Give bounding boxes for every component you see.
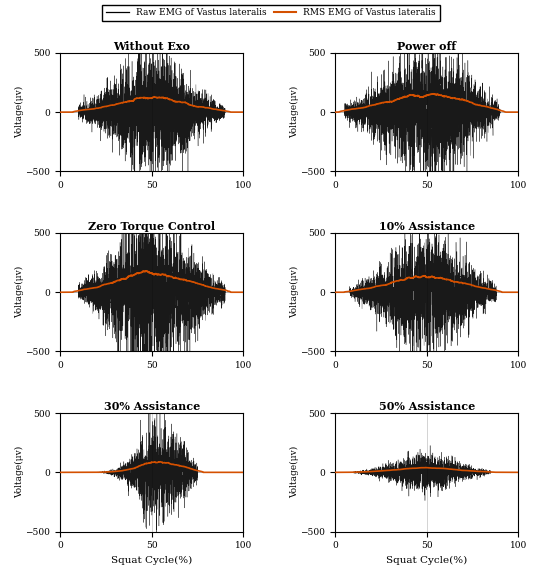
Y-axis label: Voltage(μv): Voltage(μv) xyxy=(15,446,24,498)
Title: Without Exo: Without Exo xyxy=(113,41,190,52)
Y-axis label: Voltage(μv): Voltage(μv) xyxy=(290,446,299,498)
X-axis label: Squat Cycle(%): Squat Cycle(%) xyxy=(386,556,467,565)
Title: Power off: Power off xyxy=(397,41,456,52)
Y-axis label: Voltage(μv): Voltage(μv) xyxy=(290,266,299,318)
X-axis label: Squat Cycle(%): Squat Cycle(%) xyxy=(111,556,192,565)
Title: 10% Assistance: 10% Assistance xyxy=(379,221,475,232)
Y-axis label: Voltage(μv): Voltage(μv) xyxy=(290,86,299,138)
Y-axis label: Voltage(μv): Voltage(μv) xyxy=(15,266,24,318)
Y-axis label: Voltage(μv): Voltage(μv) xyxy=(15,86,24,138)
Title: Zero Torque Control: Zero Torque Control xyxy=(88,221,215,232)
Legend: Raw EMG of Vastus lateralis, RMS EMG of Vastus lateralis: Raw EMG of Vastus lateralis, RMS EMG of … xyxy=(102,5,440,21)
Title: 50% Assistance: 50% Assistance xyxy=(379,401,475,412)
Title: 30% Assistance: 30% Assistance xyxy=(104,401,200,412)
